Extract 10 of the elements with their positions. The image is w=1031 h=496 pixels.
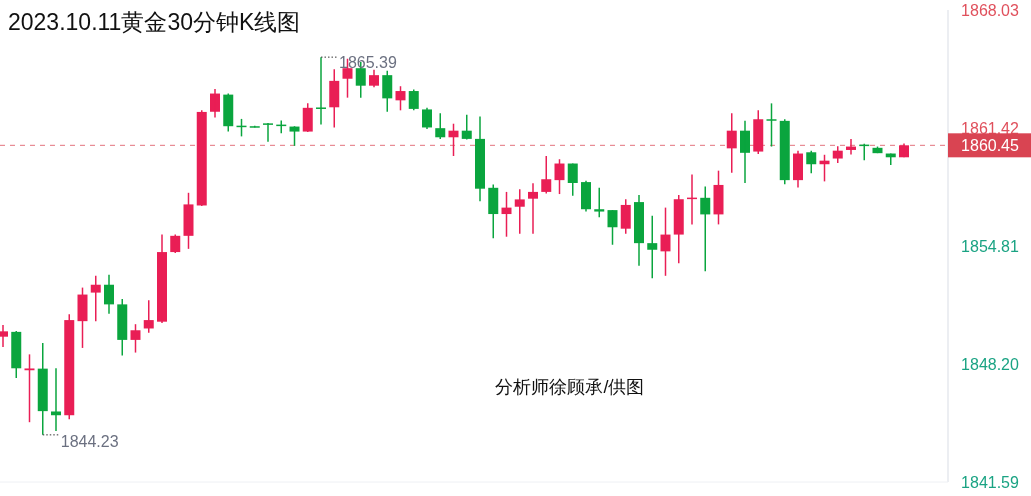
y-tick-label: 1868.03	[961, 1, 1020, 19]
ref-line-label: 1860.45	[961, 136, 1020, 154]
y-tick-label: 1854.81	[961, 237, 1020, 255]
annotation: 1844.23	[60, 433, 119, 451]
chart-title: 2023.10.11黄金30分钟K线图	[8, 9, 301, 35]
annotation: 1865.39	[339, 53, 397, 71]
y-tick-label: 1841.59	[961, 473, 1020, 491]
y-tick-label: 1848.20	[961, 355, 1020, 373]
annotation: 分析师徐顾承/供图	[495, 377, 645, 397]
y-tick-label: 1861.42	[961, 119, 1020, 137]
